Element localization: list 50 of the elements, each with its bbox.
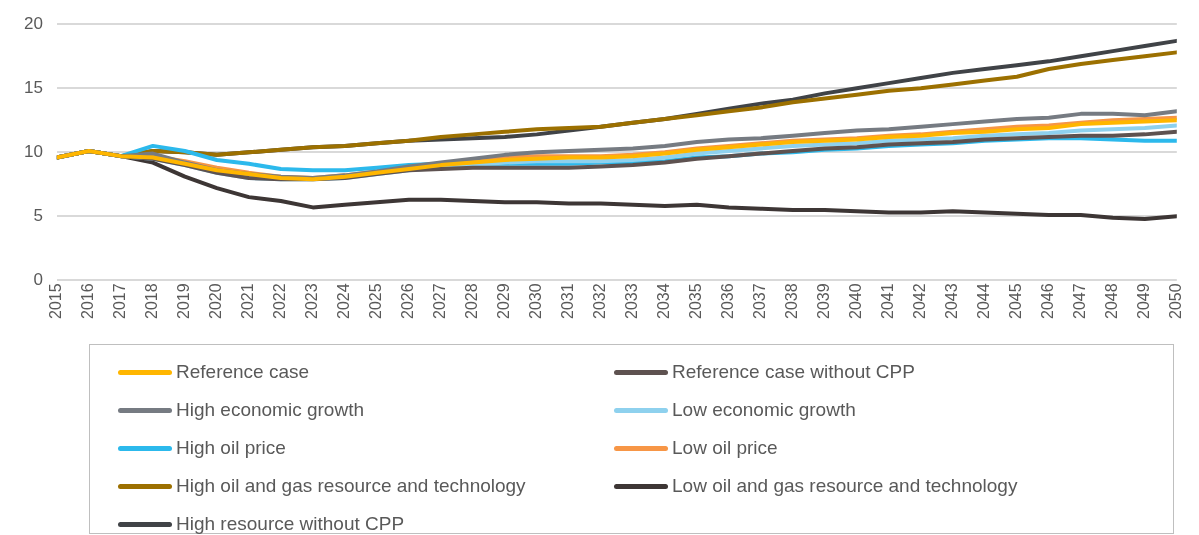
y-tick-label: 10: [23, 141, 43, 161]
x-tick-label: 2019: [175, 283, 193, 319]
legend-label: Low economic growth: [672, 399, 856, 421]
x-tick-label: 2034: [655, 283, 673, 319]
x-tick-label: 2022: [271, 283, 289, 319]
x-tick-label: 2029: [495, 283, 513, 319]
x-tick-label: 2044: [975, 283, 993, 319]
x-tick-label: 2042: [911, 283, 929, 319]
x-tick-label: 2045: [1007, 283, 1025, 319]
x-tick-label: 2039: [815, 283, 833, 319]
legend-label: High economic growth: [176, 399, 364, 421]
x-tick-label: 2043: [943, 283, 961, 319]
x-tick-label: 2028: [463, 283, 481, 319]
x-tick-label: 2015: [47, 283, 65, 319]
legend-label: High oil and gas resource and technology: [176, 475, 526, 497]
y-tick-label: 0: [33, 270, 43, 290]
x-tick-label: 2048: [1103, 283, 1121, 319]
y-tick-label: 5: [33, 206, 43, 226]
x-tick-label: 2049: [1135, 283, 1153, 319]
x-tick-label: 2032: [591, 283, 609, 319]
x-tick-label: 2020: [207, 283, 225, 319]
x-tick-label: 2018: [143, 283, 161, 319]
legend-label: High resource without CPP: [176, 513, 405, 535]
x-tick-label: 2016: [79, 283, 97, 319]
x-tick-label: 2021: [239, 283, 257, 319]
x-tick-label: 2046: [1039, 283, 1057, 319]
x-tick-label: 2024: [335, 283, 353, 319]
y-tick-label: 15: [23, 77, 43, 97]
x-tick-label: 2035: [687, 283, 705, 319]
y-tick-label: 20: [23, 13, 43, 33]
x-tick-label: 2047: [1071, 283, 1089, 319]
legend-label: Reference case: [176, 361, 310, 383]
x-tick-label: 2027: [431, 283, 449, 319]
legend-label: High oil price: [176, 437, 286, 459]
x-tick-label: 2031: [559, 283, 577, 319]
legend-label: Low oil and gas resource and technology: [672, 475, 1018, 497]
legend-label: Low oil price: [672, 437, 778, 459]
x-tick-label: 2037: [751, 283, 769, 319]
x-tick-label: 2017: [111, 283, 129, 319]
x-tick-label: 2040: [847, 283, 865, 319]
x-tick-label: 2038: [783, 283, 801, 319]
legend-label: Reference case without CPP: [672, 361, 915, 383]
x-tick-label: 2026: [399, 283, 417, 319]
x-tick-label: 2050: [1167, 283, 1185, 319]
x-tick-label: 2041: [879, 283, 897, 319]
x-tick-label: 2023: [303, 283, 321, 319]
x-tick-label: 2033: [623, 283, 641, 319]
x-tick-label: 2036: [719, 283, 737, 319]
x-tick-label: 2025: [367, 283, 385, 319]
x-tick-label: 2030: [527, 283, 545, 319]
